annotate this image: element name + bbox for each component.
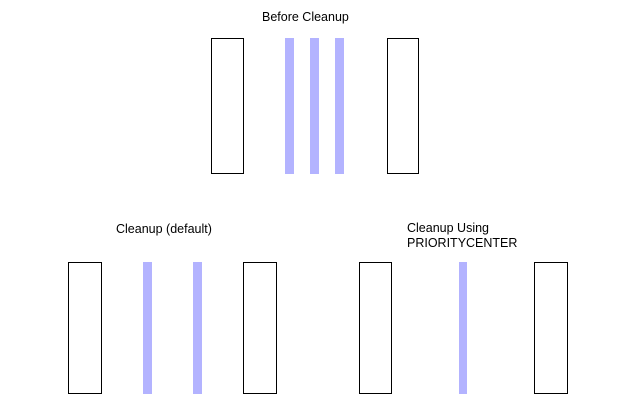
right-object-box [243,262,277,394]
left-object-box [359,262,392,394]
cleanup-default-title: Cleanup (default) [116,222,212,236]
bar-2 [310,38,319,174]
cleanup-prioritycenter-title-line2: PRIORITYCENTER [407,236,518,250]
bar-2 [193,262,202,394]
bar-1 [285,38,294,174]
right-object-box [534,262,568,394]
left-object-box [211,38,244,174]
cleanup-prioritycenter-title-line1: Cleanup Using [407,221,489,235]
right-object-box [387,38,419,174]
bar-3 [335,38,344,174]
bar-1 [143,262,152,394]
before-cleanup-title: Before Cleanup [262,10,349,24]
left-object-box [68,262,102,394]
bar-1 [459,262,467,394]
